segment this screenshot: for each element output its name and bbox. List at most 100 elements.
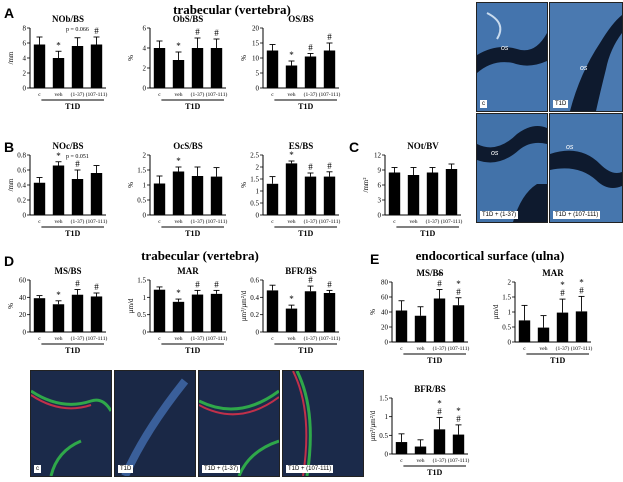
bar [414,315,427,342]
y-tick-label: 0 [385,339,389,347]
panel-letter-e: E [370,251,379,267]
bar [71,46,84,88]
trabecula-image [550,3,622,111]
fluorescence-image [283,371,363,476]
bar [426,172,439,215]
bar [266,290,279,332]
category-label: c [158,219,161,225]
significance-mark: # [437,406,442,416]
category-label: (107-111) [206,91,228,98]
group-label: T1D [65,346,80,355]
chart-d1: MS/BS% 0 20 40 60 c * veh # (1-37) # (107-111) T1D [7,266,107,355]
y-tick-label: 1 [143,182,147,190]
category-label: (107-111) [86,335,108,342]
bar [52,58,65,88]
bar [452,305,465,342]
y-tick-label: 2 [508,279,512,287]
chart-title: OcS/BS [173,141,203,151]
bar [323,50,336,88]
micrograph-label: c [480,100,487,108]
micrograph-top-t1d-1-37: os T1D + (1-37) [476,113,548,223]
bar [556,312,569,342]
bar [153,48,166,88]
panel-letter-a: A [4,5,14,21]
y-tick-label: 0 [143,85,147,93]
chart-d3: BFR/BS µm³/µm²/d 0 0.2 0.4 0.6 c * veh # (1-37) # (1… [240,266,340,355]
y-tick-label: 0.4 [17,182,26,190]
y-tick-label: 0 [23,212,27,220]
bar [518,320,531,342]
category-label: c [271,219,274,225]
bar [452,434,465,454]
significance-mark: * [289,294,294,304]
category-label: (107-111) [319,218,341,225]
y-tick-label: 3 [378,197,382,205]
y-tick-label: 0 [378,212,382,220]
y-tick-label: 20 [19,311,27,319]
p-value-label: p = 0.066 [66,27,89,33]
chart-title: MAR [177,266,199,276]
section-title-ulna: endocortical surface (ulna) [416,248,565,263]
group-label: T1D [185,229,200,238]
y-tick-label: 4 [143,45,147,53]
category-label: c [271,92,274,98]
group-label: T1D [65,102,80,111]
bar [304,56,317,88]
significance-mark: * [56,290,61,300]
chart-b3: ES/BS% 0 0.5 1 1.5 2 2.5 c * veh # (1-37) # (107-111)… [240,141,340,238]
panel-letter-c: C [349,139,359,155]
significance-mark: # [456,287,461,297]
y-tick-label: 0 [143,329,147,337]
y-tick-label: 15 [252,40,260,48]
significance-mark: * [289,50,294,60]
tissue-label: os [491,150,499,157]
bar [71,294,84,332]
category-label: (107-111) [206,335,228,342]
significance-mark: # [327,279,332,289]
significance-mark: # [327,161,332,171]
y-tick-label: 80 [381,279,389,287]
category-label: (107-111) [206,218,228,225]
y-tick-label: 2 [23,70,27,78]
category-label: (1-37) [304,335,318,342]
significance-mark: # [437,279,442,289]
bar [445,169,458,215]
tissue-label: os [580,65,588,72]
category-label: (1-37) [191,218,205,225]
y-tick-label: 6 [143,25,147,33]
y-axis-label: µm³/µm²/d [240,290,248,321]
y-tick-label: 6 [23,40,27,48]
y-tick-label: 0.5 [250,200,259,208]
category-label: veh [288,92,296,98]
category-label: (107-111) [571,345,593,352]
significance-mark: # [308,162,313,172]
group-label: T1D [298,229,313,238]
category-label: veh [55,336,63,342]
bar [191,176,204,215]
bar [71,179,84,215]
y-axis-label: /mm² [362,178,370,193]
y-tick-label: 5 [256,70,260,78]
category-label: (1-37) [304,91,318,98]
y-axis-label: µm/d [492,304,500,319]
micrograph-label: T1D [553,100,569,108]
bar [153,289,166,332]
chart-d2: MAR µm/d 0 0.5 1 1.5 c * veh # (1-37) # (107-111) T1D [127,266,227,355]
y-tick-label: 0 [256,85,260,93]
chart-a1: NOb/BS/mm 0 2 4 6 8 c * veh (1-37) # (107-111) p = 0… [7,14,107,111]
panel-letter-b: B [4,139,14,155]
category-label: (107-111) [441,218,463,225]
charts-group: NOb/BS/mm 0 2 4 6 8 c * veh (1-37) # (107-111) p = 0… [7,14,592,477]
bar [395,310,408,342]
category-label: (107-111) [86,218,108,225]
y-tick-label: 0 [256,212,260,220]
y-axis-label: % [127,55,135,61]
micrograph-top-t1d: os T1D [549,2,623,112]
bar [407,175,420,215]
category-label: c [271,336,274,342]
significance-mark: * [437,398,442,408]
category-label: (1-37) [556,345,570,352]
